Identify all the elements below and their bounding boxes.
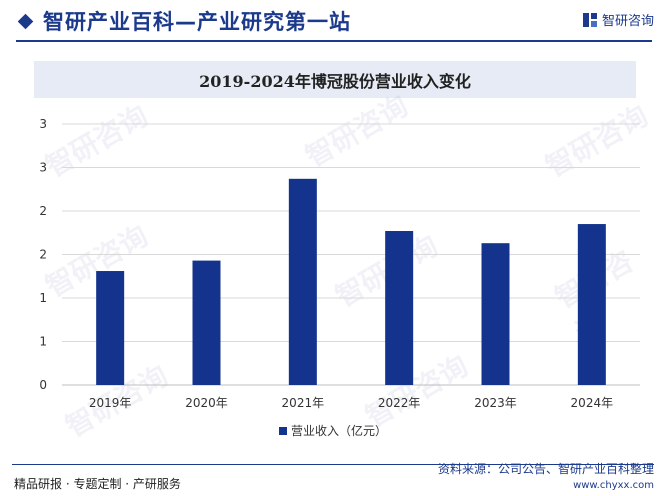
bar	[385, 231, 414, 385]
y-tick-label: 1	[39, 291, 47, 305]
site-url: www.chyxx.com	[573, 480, 654, 491]
x-tick-label: 2022年	[378, 396, 421, 410]
chart-title-box: 2019-2024年博冠股份营业收入变化	[34, 61, 636, 98]
y-tick-label: 2	[39, 204, 47, 218]
bar	[481, 243, 510, 385]
y-tick-label: 3	[39, 117, 47, 131]
x-tick-label: 2023年	[474, 396, 517, 410]
source-note: 资料来源：公司公告、智研产业百科整理	[437, 462, 654, 476]
y-tick-label: 0	[39, 378, 47, 392]
brand-name: 智研咨询	[601, 14, 654, 29]
footer-tagline: 精品研报 · 专题定制 · 产研服务	[14, 477, 181, 491]
bar	[192, 260, 221, 385]
brand-logo-icon	[582, 12, 597, 27]
x-tick-label: 2019年	[89, 396, 132, 410]
brand: 智研咨询	[582, 10, 654, 29]
y-tick-label: 2	[39, 248, 47, 262]
header-divider	[16, 40, 652, 42]
site-title-block: 智研产业百科—产业研究第一站	[16, 6, 351, 36]
footer-source-block: 资料来源：公司公告、智研产业百科整理 www.chyxx.com	[438, 460, 654, 491]
x-tick-label: 2024年	[571, 396, 614, 410]
x-tick-label: 2021年	[282, 396, 325, 410]
footer-divider	[12, 464, 654, 465]
chart-title: 2019-2024年博冠股份营业收入变化	[199, 71, 471, 91]
bar	[577, 224, 606, 385]
bar	[288, 178, 317, 385]
y-tick-label: 1	[39, 335, 47, 349]
y-tick-label: 3	[39, 161, 47, 175]
site-title: 智研产业百科—产业研究第一站	[43, 10, 351, 34]
x-tick-label: 2020年	[185, 396, 228, 410]
legend: 营业收入（亿元）	[0, 422, 666, 439]
legend-swatch	[278, 426, 287, 435]
bar	[96, 271, 125, 385]
legend-label: 营业收入（亿元）	[290, 424, 387, 438]
